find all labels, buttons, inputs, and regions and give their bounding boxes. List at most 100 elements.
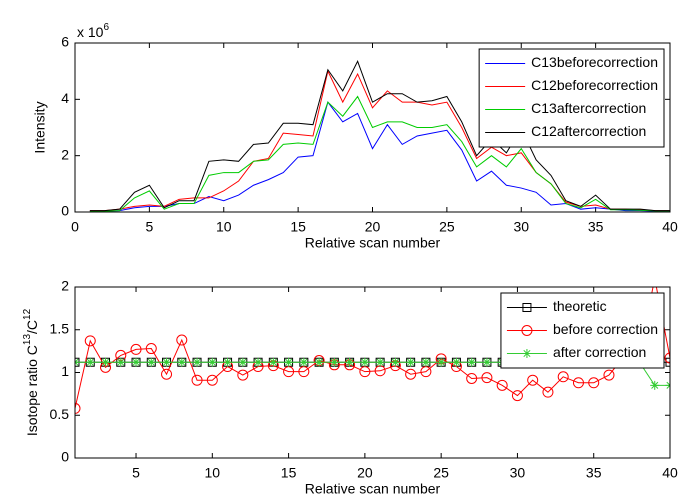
y-multiplier-base: x 10 <box>77 24 104 40</box>
x-tick-label: 15 <box>281 465 297 481</box>
marker-star <box>284 357 294 367</box>
marker-star <box>146 357 156 367</box>
marker-star <box>162 357 172 367</box>
marker-star <box>406 357 416 367</box>
y-tick-label: 4 <box>61 90 69 106</box>
marker-star <box>268 357 278 367</box>
series-line <box>89 95 670 212</box>
legend-label: C12beforecorrection <box>531 77 658 93</box>
y-tick-label: 2 <box>61 278 69 294</box>
marker-star <box>421 357 431 367</box>
marker-circle <box>481 372 493 384</box>
x-tick-label: 40 <box>662 465 678 481</box>
legend: C13beforecorrection C12beforecorrection C1… <box>478 48 665 148</box>
marker-star <box>436 357 446 367</box>
x-axis-label: Relative scan number <box>305 235 441 251</box>
x-tick-label: 10 <box>205 465 221 481</box>
marker-circle <box>521 325 533 336</box>
x-tick-label: 20 <box>357 465 373 481</box>
marker-star <box>314 357 324 367</box>
marker-star <box>482 357 492 367</box>
marker-star <box>223 357 233 367</box>
x-tick-label: 10 <box>216 219 232 235</box>
marker-star <box>329 357 339 367</box>
marker-star <box>131 357 141 367</box>
marker-circle <box>206 374 218 386</box>
y-label-text: Isotope ratio C <box>24 345 40 436</box>
x-tick-label: 20 <box>365 219 381 235</box>
marker-star <box>177 357 187 367</box>
marker-circle <box>191 374 203 386</box>
marker-star <box>253 357 263 367</box>
marker-circle <box>237 369 249 381</box>
legend-label: theoretic <box>553 298 607 314</box>
marker-star <box>467 357 477 367</box>
marker-star <box>345 357 355 367</box>
marker-circle <box>527 374 539 386</box>
marker-square <box>665 357 670 367</box>
marker-star <box>116 357 126 367</box>
marker-circle <box>145 343 157 355</box>
y-tick-label: 6 <box>61 34 69 50</box>
marker-circle <box>466 372 478 384</box>
legend-label: before correction <box>553 321 658 337</box>
x-tick-label: 5 <box>145 219 153 235</box>
marker-circle <box>496 379 508 391</box>
y-tick-label: 1 <box>61 363 69 379</box>
legend-box <box>478 48 665 148</box>
legend-label: C13beforecorrection <box>531 54 658 70</box>
legend-label: C12aftercorrection <box>531 123 646 139</box>
marker-circle <box>405 368 417 380</box>
marker-circle <box>84 335 96 347</box>
marker-star <box>85 357 95 367</box>
marker-star <box>207 357 217 367</box>
axes-frame <box>74 42 671 213</box>
x-tick-label: 5 <box>132 465 140 481</box>
marker-circle <box>176 334 188 346</box>
marker-circle <box>511 390 523 402</box>
marker-star <box>360 357 370 367</box>
x-tick-label: 30 <box>510 465 526 481</box>
x-tick-label: 35 <box>586 465 602 481</box>
marker-square <box>522 303 532 312</box>
y-axis-label: Intensity <box>32 101 48 153</box>
y-multiplier-exponent: 6 <box>103 22 109 33</box>
legend-label: C13aftercorrection <box>531 100 646 116</box>
marker-star <box>375 357 385 367</box>
x-tick-label: 0 <box>71 219 79 235</box>
marker-circle <box>130 343 142 355</box>
marker-circle <box>542 386 554 398</box>
marker-star <box>390 357 400 367</box>
marker-circle <box>603 369 615 381</box>
legend-label: after correction <box>553 344 646 360</box>
y-tick-label: 2 <box>61 146 69 162</box>
marker-circle <box>75 402 81 414</box>
x-axis-label: Relative scan number <box>305 481 441 497</box>
marker-star <box>238 357 248 367</box>
marker-circle <box>650 273 660 283</box>
y-multiplier: x 106 <box>77 22 109 40</box>
y-label-superscript: 12 <box>22 308 33 320</box>
series-line <box>89 60 670 212</box>
marker-star <box>522 349 532 358</box>
y-tick-label: 0 <box>61 449 69 465</box>
legend: theoretic before correction after correcti… <box>500 292 665 369</box>
y-tick-label: 0.5 <box>50 406 70 422</box>
marker-star <box>451 357 461 367</box>
marker-star <box>650 380 660 390</box>
x-tick-label: 30 <box>513 219 529 235</box>
series-line <box>75 287 670 409</box>
marker-circle <box>572 377 584 389</box>
plot-content <box>89 60 670 212</box>
marker-star <box>192 357 202 367</box>
x-tick-label: 40 <box>662 219 678 235</box>
axes-frame <box>74 286 671 459</box>
marker-circle <box>664 352 670 364</box>
x-tick-label: 35 <box>588 219 604 235</box>
marker-circle <box>557 371 569 383</box>
marker-circle <box>161 368 173 380</box>
series-line <box>89 69 670 212</box>
marker-star <box>299 357 309 367</box>
x-tick-label: 25 <box>439 219 455 235</box>
